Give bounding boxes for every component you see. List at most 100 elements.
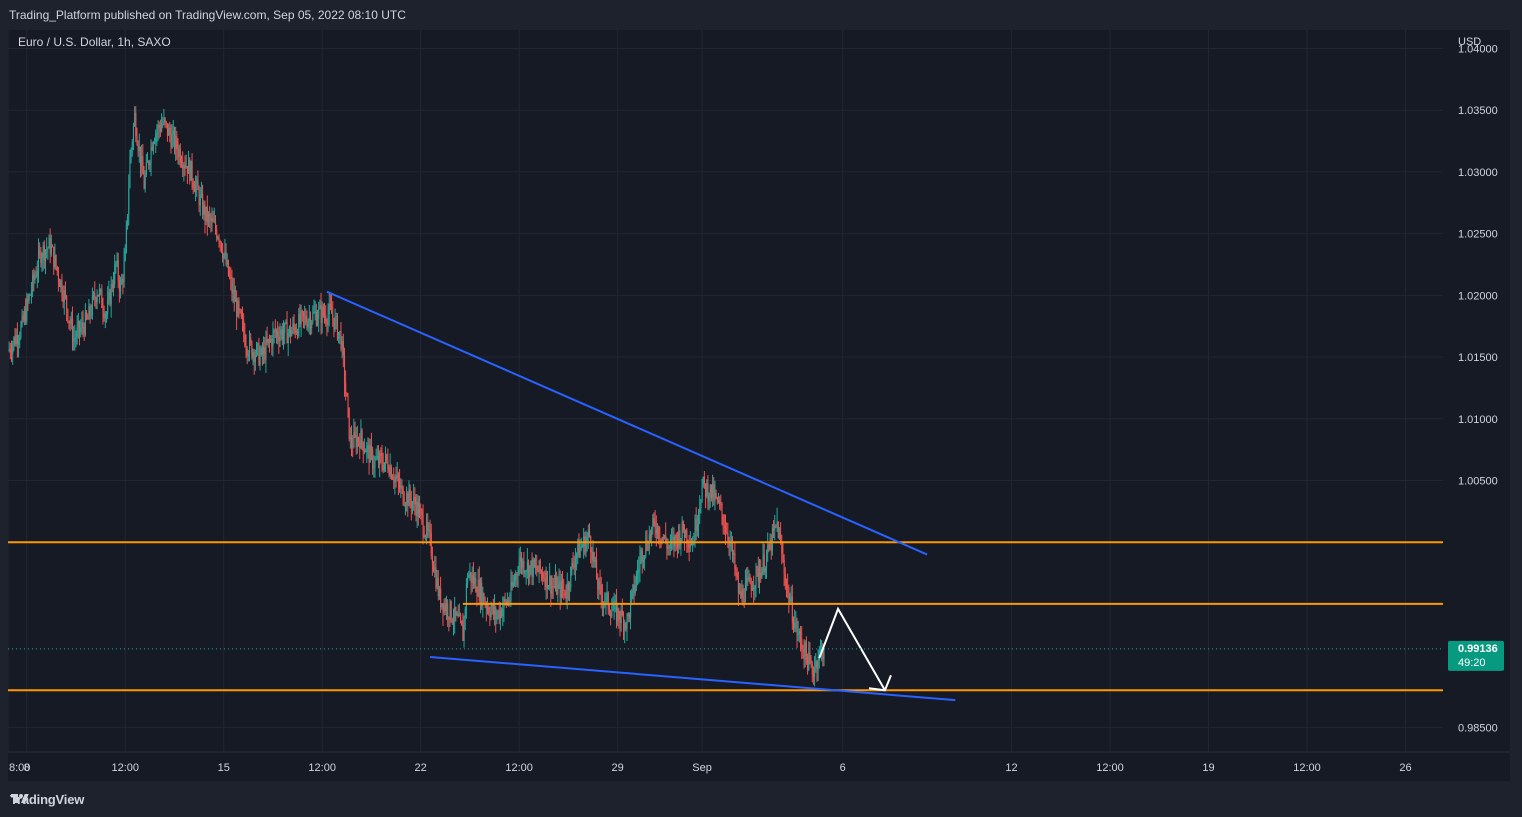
candle-body: [757, 567, 759, 581]
candle-body: [457, 613, 459, 617]
candle-body: [271, 339, 273, 347]
candle-body: [626, 616, 628, 629]
price-tick-label: 1.00500: [1458, 475, 1498, 487]
candle-body: [380, 452, 382, 457]
projection-arrow-head: [868, 674, 892, 692]
candle-body: [152, 142, 154, 151]
candle-body: [105, 314, 108, 316]
candle-body: [52, 246, 54, 248]
candle-body: [671, 539, 673, 541]
candle-body: [103, 312, 105, 319]
candle-body: [600, 584, 602, 596]
candle-body: [683, 530, 686, 538]
candle-body: [359, 441, 361, 449]
candle-body: [308, 317, 310, 322]
candle-body: [496, 614, 498, 620]
candle-body: [241, 317, 244, 321]
candle-body: [234, 299, 237, 302]
candle-body: [535, 565, 537, 567]
candle-body: [426, 522, 428, 537]
candle-body: [804, 642, 806, 660]
candle-body: [422, 515, 424, 535]
candle-body: [411, 502, 414, 508]
candle-body: [543, 578, 545, 580]
candle-body: [775, 524, 777, 526]
candle-body: [334, 317, 336, 330]
candle-body: [733, 553, 735, 556]
candle-body: [285, 321, 287, 323]
candle-body: [253, 352, 255, 362]
candle-body: [237, 301, 239, 317]
tradingview-logo[interactable]: TradingView: [10, 792, 84, 807]
candle-body: [528, 561, 530, 578]
candle-body: [138, 146, 140, 151]
candle-body: [675, 534, 677, 539]
price-tick-label: 1.02000: [1458, 290, 1498, 302]
candle-body: [726, 533, 728, 535]
candle-body: [703, 476, 705, 484]
candle-body: [111, 284, 113, 288]
candle-body: [143, 174, 145, 189]
candle-body: [212, 218, 214, 222]
candle-body: [544, 578, 546, 588]
candle-body: [442, 603, 444, 613]
candle-body: [34, 276, 36, 281]
candle-body: [706, 483, 708, 497]
candle-body: [267, 339, 269, 343]
candle-body: [318, 308, 320, 320]
candle-body: [533, 559, 536, 567]
candle-body: [487, 607, 489, 609]
candle-body: [436, 577, 438, 588]
candle-body: [400, 485, 402, 489]
candle-body: [485, 604, 487, 609]
candle-body: [594, 559, 596, 563]
candle-body: [239, 309, 241, 311]
candle-body: [40, 251, 42, 263]
candle-body: [45, 250, 47, 261]
candle-body: [615, 601, 618, 622]
candle-body: [66, 295, 68, 310]
candle-body: [74, 337, 76, 339]
candle-body: [441, 603, 443, 607]
candle-body: [286, 321, 288, 344]
candle-body: [156, 131, 158, 134]
candles: [8, 106, 825, 687]
time-tick-label: 15: [218, 762, 230, 774]
candle-body: [450, 601, 452, 621]
candle-body: [750, 583, 752, 591]
candle-body: [560, 581, 562, 598]
candle-body: [758, 572, 761, 581]
time-tick-label: 29: [612, 762, 624, 774]
candle-body: [283, 333, 285, 340]
candle-body: [409, 489, 411, 501]
candle-body: [423, 534, 425, 538]
candle-body: [508, 600, 510, 603]
candle-body: [224, 251, 226, 254]
candle-body: [475, 577, 477, 593]
candle-body: [753, 588, 755, 590]
candle-body: [618, 608, 620, 620]
candle-body: [265, 339, 267, 360]
candle-body: [805, 642, 807, 657]
candle-body: [613, 601, 615, 610]
candle-body: [75, 337, 77, 339]
candle-body: [755, 566, 757, 586]
chart-canvas[interactable]: 1.000000.995000.98800 1.04000 1.03500 1.03…: [8, 30, 1510, 781]
candle-body: [571, 562, 573, 567]
candle-body: [26, 299, 28, 322]
candle-body: [524, 572, 526, 574]
candle-body: [780, 533, 782, 542]
candle-body: [20, 324, 22, 338]
candle-body: [25, 310, 27, 322]
candle-body: [367, 444, 369, 446]
candle-body: [243, 320, 245, 334]
candle-body: [581, 546, 584, 548]
candle-body: [134, 112, 136, 126]
candle-body: [435, 567, 437, 588]
candle-body: [297, 331, 299, 336]
candle-body: [215, 221, 217, 230]
chart-area[interactable]: 1.000000.995000.98800 1.04000 1.03500 1.03…: [8, 30, 1510, 781]
candle-body: [728, 540, 730, 547]
candle-body: [227, 260, 230, 276]
candle-body: [30, 291, 33, 295]
